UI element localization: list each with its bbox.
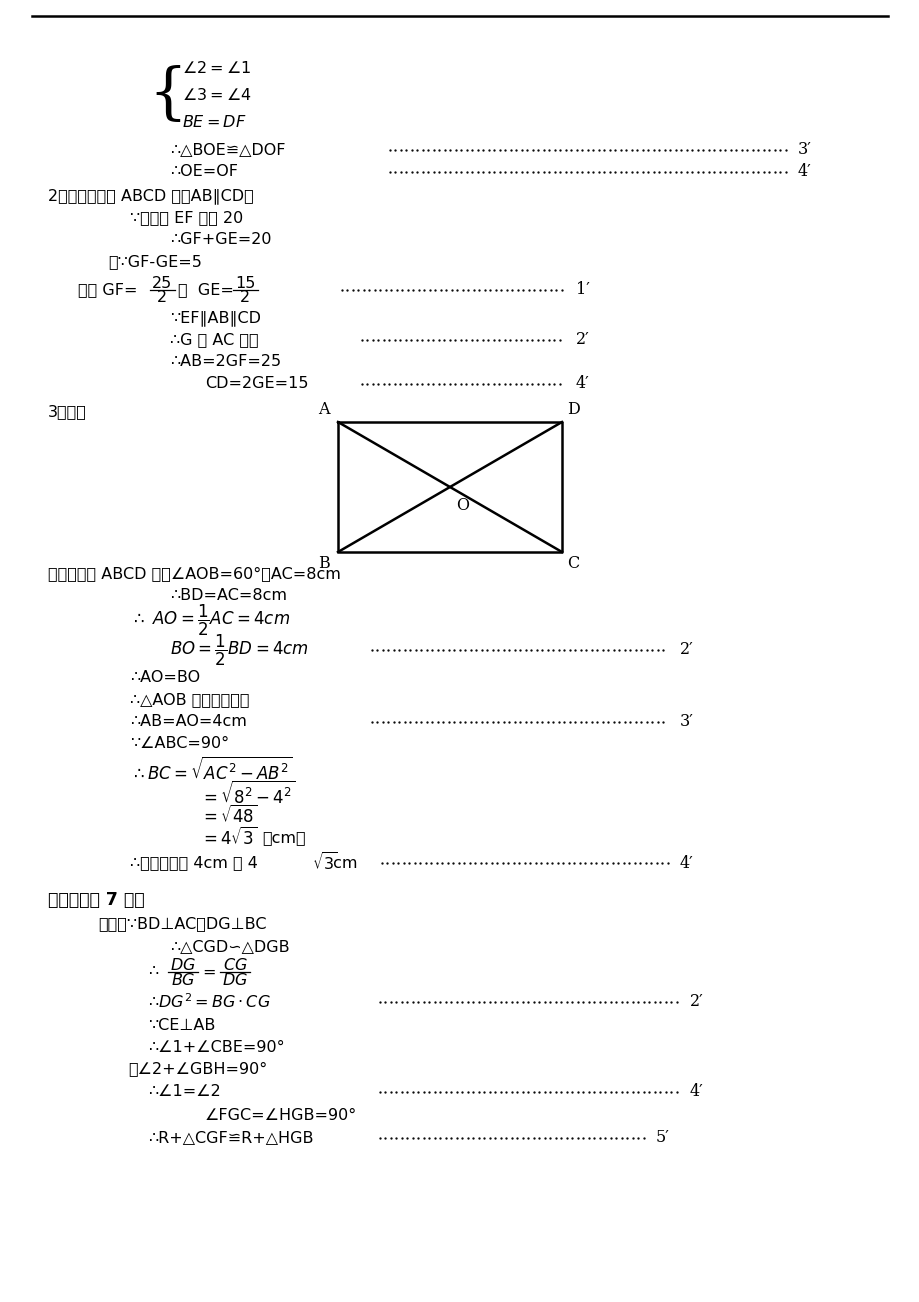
Text: $DG$: $DG$ [221,973,248,988]
Text: {: { [148,65,187,125]
Text: 又∠2+∠GBH=90°: 又∠2+∠GBH=90° [128,1061,267,1077]
Text: 3′: 3′ [797,142,811,159]
Text: $BO = \dfrac{1}{2}BD = 4cm$: $BO = \dfrac{1}{2}BD = 4cm$ [170,633,309,668]
Text: ∴G 为 AC 中点: ∴G 为 AC 中点 [170,332,258,348]
Text: 2′: 2′ [575,332,589,349]
Text: 4′: 4′ [679,854,693,871]
Text: ∴AO=BO: ∴AO=BO [130,671,200,685]
Text: 4′: 4′ [797,164,811,181]
Text: ∵中位线 EF 长为 20: ∵中位线 EF 长为 20 [130,211,243,225]
Text: 2′: 2′ [679,642,693,659]
Text: ∴: ∴ [148,965,158,979]
Text: $= 4\sqrt{3}$: $= 4\sqrt{3}$ [199,827,257,849]
Text: ∴AB=AO=4cm: ∴AB=AO=4cm [130,715,246,729]
Text: =: = [202,965,215,979]
Text: O: O [456,497,469,514]
Text: $\angle 2 = \angle 1$: $\angle 2 = \angle 1$ [182,60,251,76]
Text: 5′: 5′ [655,1130,669,1147]
Text: ∴OE=OF: ∴OE=OF [170,164,238,180]
Text: 2: 2 [240,290,250,306]
Text: 如图，矩形 ABCD 中，∠AOB=60°，AC=8cm: 如图，矩形 ABCD 中，∠AOB=60°，AC=8cm [48,566,341,582]
Text: 证明：∵BD⊥AC，DG⊥BC: 证明：∵BD⊥AC，DG⊥BC [98,917,267,931]
Text: 25: 25 [152,276,172,290]
Text: 又∵GF-GE=5: 又∵GF-GE=5 [108,254,201,270]
Text: cm: cm [328,855,357,871]
Text: ∴AB=2GF=25: ∴AB=2GF=25 [170,354,281,370]
Text: 4′: 4′ [575,375,589,392]
Text: 2: 2 [157,290,167,306]
Text: ∴GF+GE=20: ∴GF+GE=20 [170,233,271,247]
Text: ∴△CGD∽△DGB: ∴△CGD∽△DGB [170,940,289,954]
Text: 15: 15 [234,276,255,290]
Text: ∴∠1=∠2: ∴∠1=∠2 [148,1085,221,1099]
Text: ∴△BOE≌△DOF: ∴△BOE≌△DOF [170,142,285,158]
Text: ，  GE=: ， GE= [177,283,233,297]
Text: 2′: 2′ [689,993,703,1010]
Text: $BE = DF$: $BE = DF$ [182,115,246,130]
Text: C: C [566,555,579,572]
Text: 解得 GF=: 解得 GF= [78,283,137,297]
Text: ∵CE⊥AB: ∵CE⊥AB [148,1017,215,1032]
Text: ∴矩形边长为 4cm 和 4: ∴矩形边长为 4cm 和 4 [130,855,257,871]
Text: （cm）: （cm） [262,831,305,845]
Text: ∴$DG^2 = BG \cdot CG$: ∴$DG^2 = BG \cdot CG$ [148,992,270,1012]
Text: $\therefore BC = \sqrt{AC^2 - AB^2}$: $\therefore BC = \sqrt{AC^2 - AB^2}$ [130,756,292,784]
Text: 4′: 4′ [689,1083,703,1100]
Text: 五、（本题 7 分）: 五、（本题 7 分） [48,891,144,909]
Text: $= \sqrt{8^2 - 4^2}$: $= \sqrt{8^2 - 4^2}$ [199,780,295,807]
Text: $BG$: $BG$ [171,973,195,988]
Text: $CG$: $CG$ [222,957,247,973]
Text: B: B [318,555,330,572]
Text: $DG$: $DG$ [170,957,196,973]
Text: ∴R+△CGF≌R+△HGB: ∴R+△CGF≌R+△HGB [148,1130,313,1146]
Text: D: D [566,401,579,418]
Text: 3′: 3′ [679,713,693,730]
Text: ∴∠1+∠CBE=90°: ∴∠1+∠CBE=90° [148,1039,284,1055]
Text: ∴BD=AC=8cm: ∴BD=AC=8cm [170,589,287,604]
Text: $\sqrt{3}$: $\sqrt{3}$ [312,852,337,874]
Text: 2、解：在梯形 ABCD 中，AB∥CD，: 2、解：在梯形 ABCD 中，AB∥CD， [48,187,254,204]
Text: 3、解：: 3、解： [48,405,86,419]
Text: $\angle 3 = \angle 4$: $\angle 3 = \angle 4$ [182,87,252,103]
Text: ∠FGC=∠HGB=90°: ∠FGC=∠HGB=90° [205,1108,357,1122]
Text: CD=2GE=15: CD=2GE=15 [205,376,308,392]
Text: ∵∠ABC=90°: ∵∠ABC=90° [130,737,229,751]
Text: A: A [318,401,330,418]
Text: 1′: 1′ [575,281,589,298]
Text: $\therefore\ AO = \dfrac{1}{2}AC = 4cm$: $\therefore\ AO = \dfrac{1}{2}AC = 4cm$ [130,603,289,638]
Text: ∴△AOB 为等边三角形: ∴△AOB 为等边三角形 [130,693,249,707]
Text: $= \sqrt{48}$: $= \sqrt{48}$ [199,805,257,827]
Text: ∵EF∥AB∥CD: ∵EF∥AB∥CD [170,310,261,326]
